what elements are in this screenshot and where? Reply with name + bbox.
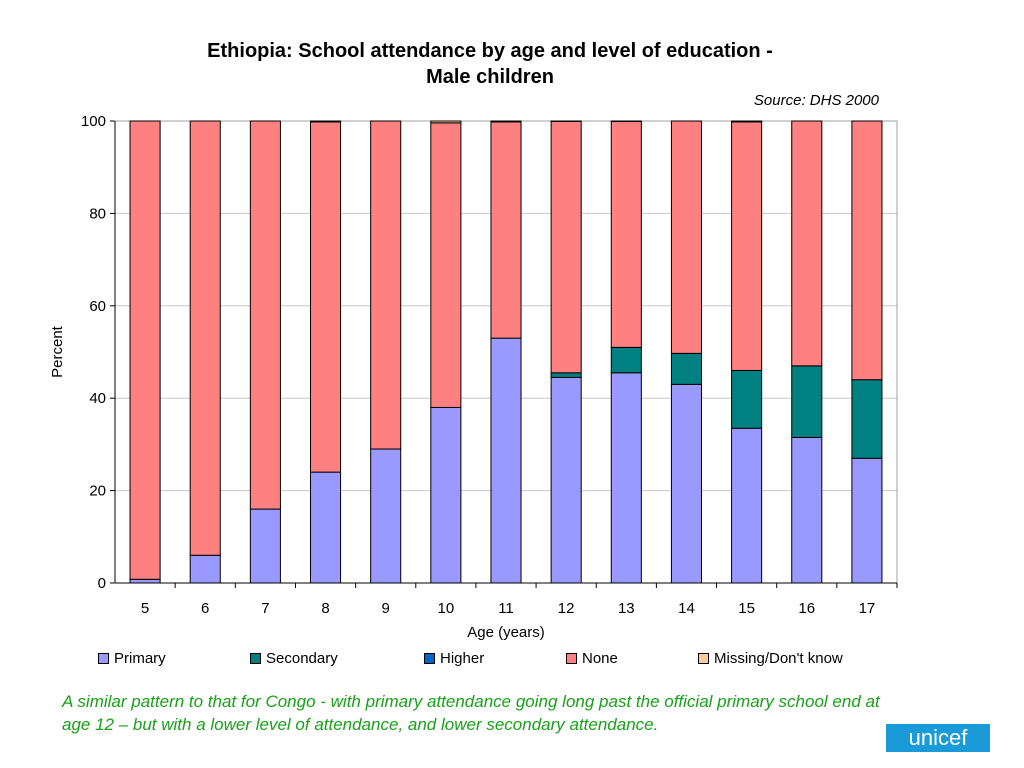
chart-title: Ethiopia: School attendance by age and l… (120, 38, 860, 90)
x-tick-label: 17 (859, 600, 876, 617)
bar-segment (670, 120, 703, 354)
legend-label: None (582, 650, 618, 667)
x-tick-label: 12 (558, 600, 575, 617)
x-tick-label: 6 (201, 600, 209, 617)
bar-segment (670, 383, 703, 584)
bar-segment (610, 372, 642, 584)
unicef-logo: unicef (886, 724, 990, 752)
legend-item: Missing/Don't know (698, 650, 843, 667)
y-tick-label: 100 (81, 113, 106, 130)
bar-segment (370, 120, 402, 450)
unicef-logo-text: unicef (908, 725, 968, 750)
bar-segment (731, 121, 763, 371)
bar-segment (550, 376, 582, 584)
chart-legend: Primary Secondary Higher None Missing/Don't … (98, 650, 898, 670)
bar-segment (249, 508, 281, 584)
bar-segment (851, 457, 883, 584)
bar-segment (610, 346, 642, 374)
bar-segment (310, 471, 342, 584)
bar-segment (610, 120, 642, 348)
x-tick-label: 5 (141, 600, 149, 617)
x-tick-label: 8 (321, 600, 329, 617)
legend-swatch (250, 653, 261, 664)
legend-label: Missing/Don't know (714, 650, 843, 667)
legend-swatch (424, 653, 435, 664)
chart-source: Source: DHS 2000 (753, 92, 879, 109)
bar-segment (129, 120, 161, 580)
x-tick-label: 15 (738, 600, 755, 617)
bar-segment (430, 406, 462, 584)
y-tick-label: 60 (89, 298, 106, 315)
bar-segment (189, 120, 221, 556)
bar-segment (370, 448, 402, 584)
bar-segment (550, 120, 582, 374)
bar-segment (310, 120, 342, 123)
bar-segment (129, 578, 161, 584)
bar-segment (851, 379, 883, 459)
bar-segment (731, 120, 763, 123)
chart-title-line2: Male children (426, 66, 554, 88)
bar-segment (490, 337, 522, 584)
x-tick-label: 11 (498, 600, 514, 617)
bar-segment (189, 554, 221, 584)
x-tick-label: 7 (261, 600, 269, 617)
bar-segment (791, 436, 823, 584)
bar-segment (791, 120, 823, 367)
bar-segment (670, 352, 703, 385)
legend-item: Secondary (250, 650, 338, 667)
legend-item: None (566, 650, 618, 667)
bar-segment (490, 120, 522, 123)
bar-segment (610, 120, 642, 122)
bar-segment (490, 121, 522, 339)
legend-item: Primary (98, 650, 166, 667)
bar-segment (851, 120, 883, 381)
legend-label: Primary (114, 650, 166, 667)
x-axis-label: Age (years) (467, 624, 545, 640)
legend-swatch (566, 653, 577, 664)
y-tick-label: 0 (98, 575, 106, 592)
bar-segment (430, 122, 462, 408)
bar-segment (731, 369, 763, 429)
y-tick-label: 20 (89, 483, 106, 500)
x-tick-label: 9 (382, 600, 390, 617)
bar-segment (430, 120, 462, 124)
y-tick-label: 80 (89, 205, 106, 222)
legend-item: Higher (424, 650, 484, 667)
legend-label: Higher (440, 650, 485, 667)
bar-segment (249, 120, 281, 510)
x-tick-label: 10 (438, 600, 455, 617)
y-tick-label: 40 (89, 390, 106, 407)
y-axis-label: Percent (49, 325, 66, 378)
chart-title-line1: Ethiopia: School attendance by age and l… (207, 40, 773, 62)
bar-segment (550, 372, 582, 378)
bar-segment (731, 427, 763, 584)
chart-plot: 0 20 40 60 80 100 5 6 7 8 9 10 11 12 13 14 15 16 17 Age (ye… (49, 113, 898, 640)
x-tick-label: 16 (798, 600, 815, 617)
x-tick-label: 13 (618, 600, 635, 617)
x-tick-label: 14 (678, 600, 695, 617)
legend-label: Secondary (266, 650, 338, 667)
bar-segment (550, 120, 582, 122)
legend-swatch (698, 653, 709, 664)
legend-swatch (98, 653, 109, 664)
caption-text: A similar pattern to that for Congo - wi… (62, 692, 880, 734)
bar-segment (791, 365, 823, 438)
bar-segment (310, 121, 342, 473)
